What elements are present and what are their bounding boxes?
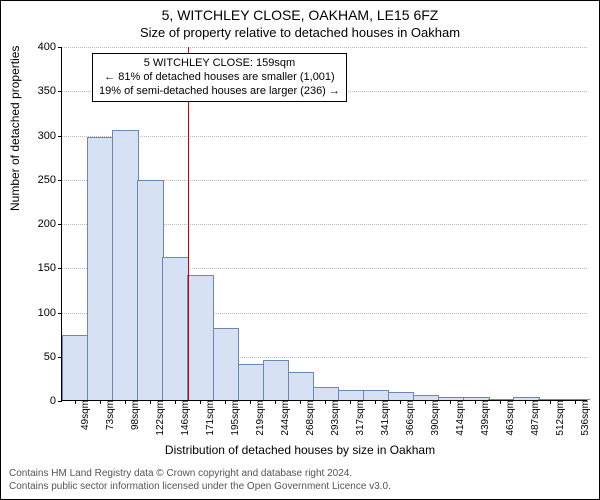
chart-subtitle: Size of property relative to detached ho… <box>1 25 599 40</box>
x-tick <box>150 400 151 404</box>
x-tick-label: 536sqm <box>578 400 591 436</box>
x-tick <box>425 400 426 404</box>
histogram-bar <box>62 335 89 400</box>
x-tick <box>75 400 76 404</box>
footer-line1: Contains HM Land Registry data © Crown c… <box>9 468 391 481</box>
x-tick <box>575 400 576 404</box>
x-tick <box>300 400 301 404</box>
histogram-bar <box>162 257 189 400</box>
footer-attribution: Contains HM Land Registry data © Crown c… <box>9 468 391 493</box>
histogram-bar <box>338 390 365 400</box>
x-tick-label: 98sqm <box>128 400 141 430</box>
y-axis-label: Number of detached properties <box>8 46 22 211</box>
y-tick-label: 100 <box>38 307 62 319</box>
plot-area: 05010015020025030035040049sqm73sqm98sqm1… <box>61 47 587 401</box>
x-tick <box>200 400 201 404</box>
histogram-bar <box>187 275 214 400</box>
x-tick-label: 293sqm <box>328 400 341 436</box>
histogram-bar <box>112 130 139 400</box>
x-tick-label: 512sqm <box>553 400 566 436</box>
x-tick <box>225 400 226 404</box>
footer-line2: Contains public sector information licen… <box>9 481 391 494</box>
x-tick-label: 146sqm <box>178 400 191 436</box>
x-tick-label: 390sqm <box>428 400 441 436</box>
x-tick <box>400 400 401 404</box>
chart-title-address: 5, WITCHLEY CLOSE, OAKHAM, LE15 6FZ <box>1 7 599 23</box>
y-tick-label: 150 <box>38 262 62 274</box>
y-tick-label: 350 <box>38 85 62 97</box>
x-tick-label: 439sqm <box>478 400 491 436</box>
y-tick-label: 250 <box>38 174 62 186</box>
x-tick-label: 171sqm <box>203 400 216 436</box>
histogram-bar <box>137 180 164 400</box>
x-tick-label: 122sqm <box>153 400 166 436</box>
histogram-bar <box>288 372 315 400</box>
x-tick <box>250 400 251 404</box>
x-tick <box>450 400 451 404</box>
y-tick-label: 300 <box>38 130 62 142</box>
histogram-bar <box>213 328 240 400</box>
x-tick <box>350 400 351 404</box>
x-tick-label: 244sqm <box>278 400 291 436</box>
histogram-bar <box>363 390 390 400</box>
x-tick <box>275 400 276 404</box>
gridline <box>62 47 587 48</box>
x-tick-label: 49sqm <box>78 400 91 430</box>
y-tick-label: 50 <box>44 351 62 363</box>
x-tick-label: 341sqm <box>378 400 391 436</box>
gridline <box>62 136 587 137</box>
x-axis-label: Distribution of detached houses by size … <box>1 443 599 457</box>
x-tick <box>550 400 551 404</box>
x-tick-label: 487sqm <box>528 400 541 436</box>
histogram-bar <box>263 360 290 400</box>
x-tick <box>475 400 476 404</box>
y-tick-label: 0 <box>50 395 62 407</box>
x-tick-label: 414sqm <box>453 400 466 436</box>
x-tick <box>375 400 376 404</box>
x-tick <box>500 400 501 404</box>
x-tick-label: 366sqm <box>403 400 416 436</box>
histogram-bar <box>313 387 340 400</box>
x-tick <box>525 400 526 404</box>
x-tick-label: 317sqm <box>353 400 366 436</box>
x-tick <box>325 400 326 404</box>
histogram-bar <box>388 392 415 400</box>
annotation-line1: 5 WITCHLEY CLOSE: 159sqm <box>99 57 340 71</box>
x-tick <box>175 400 176 404</box>
y-tick-label: 400 <box>38 41 62 53</box>
x-tick <box>100 400 101 404</box>
x-tick-label: 268sqm <box>303 400 316 436</box>
annotation-line3: 19% of semi-detached houses are larger (… <box>99 85 340 99</box>
x-tick-label: 219sqm <box>253 400 266 436</box>
x-tick-label: 195sqm <box>228 400 241 436</box>
annotation-box: 5 WITCHLEY CLOSE: 159sqm ← 81% of detach… <box>92 53 347 102</box>
histogram-bar <box>238 364 265 400</box>
x-tick <box>125 400 126 404</box>
y-tick-label: 200 <box>38 218 62 230</box>
x-tick-label: 463sqm <box>503 400 516 436</box>
x-tick-label: 73sqm <box>103 400 116 430</box>
annotation-line2: ← 81% of detached houses are smaller (1,… <box>99 71 340 85</box>
histogram-bar <box>87 137 114 400</box>
chart-container: 5, WITCHLEY CLOSE, OAKHAM, LE15 6FZ Size… <box>0 0 600 500</box>
